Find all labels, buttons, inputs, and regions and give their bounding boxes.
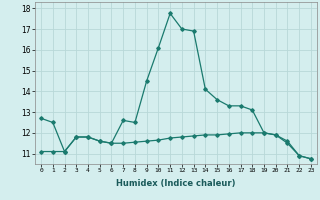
X-axis label: Humidex (Indice chaleur): Humidex (Indice chaleur) — [116, 179, 236, 188]
